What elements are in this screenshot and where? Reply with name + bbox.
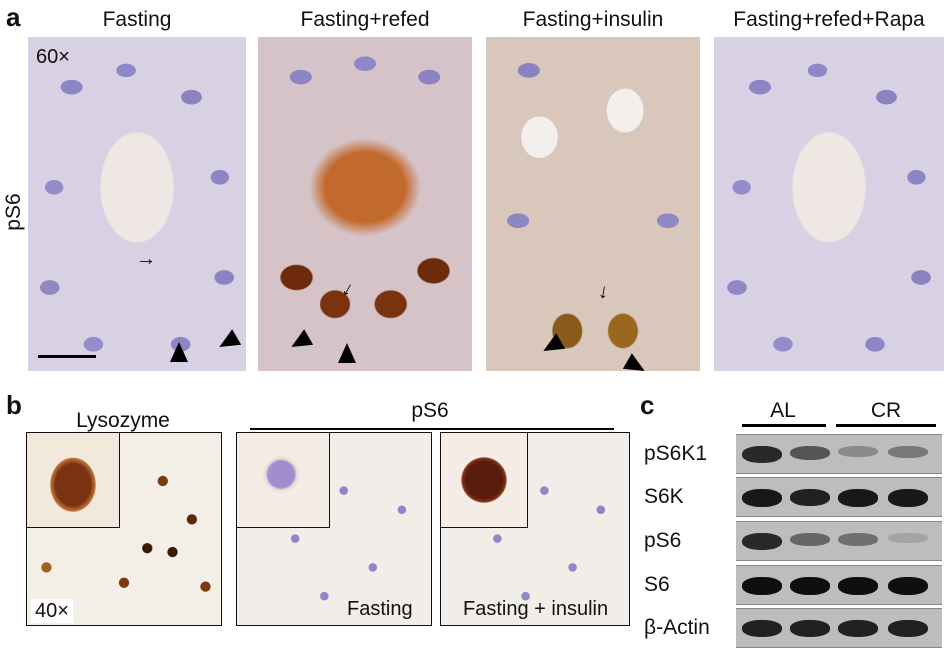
lysozyme-micrograph: 40× xyxy=(26,432,222,626)
ps6-fasting-micrograph: Fasting xyxy=(236,432,432,626)
caption-fasting: Fasting xyxy=(347,598,413,620)
ps6-fasting-inset xyxy=(237,433,330,528)
blot-band xyxy=(742,489,782,507)
arrow-marker: → xyxy=(136,248,156,270)
panel-b-letter: b xyxy=(6,390,22,420)
ps6-fasting-insulin-inset xyxy=(441,433,528,528)
lysozyme-inset xyxy=(27,433,120,528)
micrograph-fasting-insulin: → xyxy=(486,37,700,371)
caption-fasting-insulin: Fasting + insulin xyxy=(463,598,609,620)
blot-band xyxy=(790,577,830,595)
blot-band xyxy=(742,620,782,637)
panel-a-title-fasting-refed-rapa: Fasting+refed+Rapa xyxy=(733,8,925,31)
arrowhead-marker xyxy=(170,342,188,362)
blot-label-ps6: pS6 xyxy=(644,529,682,552)
arrowhead-marker xyxy=(538,333,566,359)
blot-band xyxy=(888,620,928,637)
blot-band xyxy=(888,577,928,595)
blot-band xyxy=(888,446,928,458)
blot-band xyxy=(838,446,878,457)
blot-band xyxy=(838,620,878,637)
blot-band xyxy=(838,577,878,595)
blot-band xyxy=(790,620,830,637)
group-bar-al xyxy=(742,424,826,427)
arrowhead-marker xyxy=(286,329,314,355)
blot-label-s6: S6 xyxy=(644,573,670,596)
blot-band xyxy=(888,533,928,543)
micrograph-fasting: 60× → xyxy=(28,37,246,371)
blot-band xyxy=(790,489,830,506)
panel-a-row-label: pS6 xyxy=(2,193,25,231)
blot-band xyxy=(790,533,830,546)
arrowhead-marker xyxy=(338,343,356,363)
blot-label--actin: β-Actin xyxy=(644,616,710,639)
blot-label-s6k: S6K xyxy=(644,485,684,508)
arrow-marker: → xyxy=(593,281,619,305)
panel-a-title-fasting-refed: Fasting+refed xyxy=(300,8,430,31)
blot-band xyxy=(888,489,928,507)
group-label-cr: CR xyxy=(870,399,902,422)
arrowhead-marker xyxy=(214,329,242,355)
group-bar-cr xyxy=(836,424,936,427)
blot-band xyxy=(742,577,782,595)
arrow-marker: → xyxy=(335,276,365,306)
ps6-title: pS6 xyxy=(411,399,449,422)
panel-a-title-fasting: Fasting xyxy=(102,8,172,31)
panel-a-title-fasting-insulin: Fasting+insulin xyxy=(522,8,664,31)
lysozyme-title: Lysozyme xyxy=(76,409,170,432)
blot-band xyxy=(742,533,782,550)
micrograph-fasting-refed: → xyxy=(258,37,472,371)
ps6-bracket-line xyxy=(250,428,614,430)
panel-a-letter: a xyxy=(6,2,21,32)
blot-band xyxy=(742,446,782,463)
magnification-label: 40× xyxy=(31,599,73,623)
scale-bar xyxy=(38,355,96,358)
panel-c-letter: c xyxy=(640,390,655,420)
arrowhead-marker xyxy=(622,353,650,371)
micrograph-fasting-refed-rapa xyxy=(714,37,944,371)
magnification-label: 60× xyxy=(36,46,70,68)
blot-band xyxy=(838,489,878,507)
blot-band xyxy=(790,446,830,460)
blot-band xyxy=(838,533,878,546)
group-label-al: AL xyxy=(770,399,796,422)
blot-label-ps6k1: pS6K1 xyxy=(644,442,708,465)
ps6-fasting-insulin-micrograph: Fasting + insulin xyxy=(440,432,630,626)
